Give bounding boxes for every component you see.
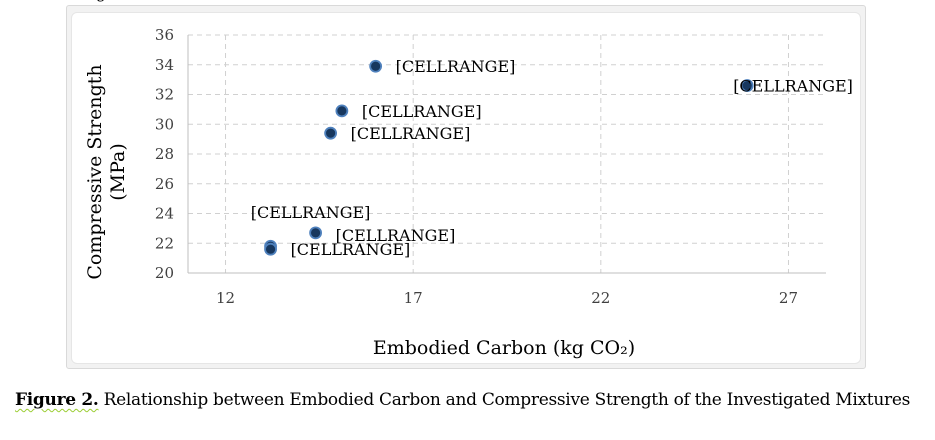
chart-area [71,12,861,364]
data-point [264,242,277,256]
x-tick-label: 17 [404,289,423,307]
svg-text:g: g [96,0,106,2]
data-label: [CELLRANGE] [396,57,516,76]
clipped-previous-line: ) g [0,0,140,6]
y-tick-label: 36 [155,26,174,44]
data-label: [CELLRANGE] [733,77,853,96]
data-label: [CELLRANGE] [291,240,411,259]
data-label: [CELLRANGE] [351,124,471,143]
y-tick-label: 32 [155,86,174,104]
y-tick-label: 30 [155,115,174,133]
y-tick-label: 28 [155,145,174,163]
y-axis-title-line2: (MPa) [107,143,129,201]
y-tick-label: 34 [155,56,174,74]
data-point [309,226,323,240]
data-point [324,126,338,140]
data-label: [CELLRANGE] [362,102,482,121]
caption-text: Relationship between Embodied Carbon and… [98,390,911,410]
figure-caption: Figure 2. Relationship between Embodied … [15,390,910,410]
x-tick-label: 12 [216,289,235,307]
figure-label: Figure 2. [15,390,99,410]
y-tick-label: 22 [155,234,174,252]
data-point [740,79,754,92]
y-axis-title-line1: Compressive Strength [84,64,106,279]
y-tick-label: 24 [155,205,174,223]
clipped-text-fragment: ) g [0,0,106,2]
data-label: [CELLRANGE] [336,226,456,245]
data-point [369,59,383,73]
svg-text:): ) [0,0,2,2]
data-label: [CELLRANGE] [251,203,371,222]
x-axis-title: Embodied Carbon (kg CO₂) [373,337,635,359]
data-point [335,104,349,118]
x-tick-label: 27 [779,289,798,307]
y-tick-label: 26 [155,175,174,193]
chart-frame[interactable] [66,5,866,369]
y-tick-label: 20 [155,264,174,282]
x-tick-label: 22 [591,289,610,307]
